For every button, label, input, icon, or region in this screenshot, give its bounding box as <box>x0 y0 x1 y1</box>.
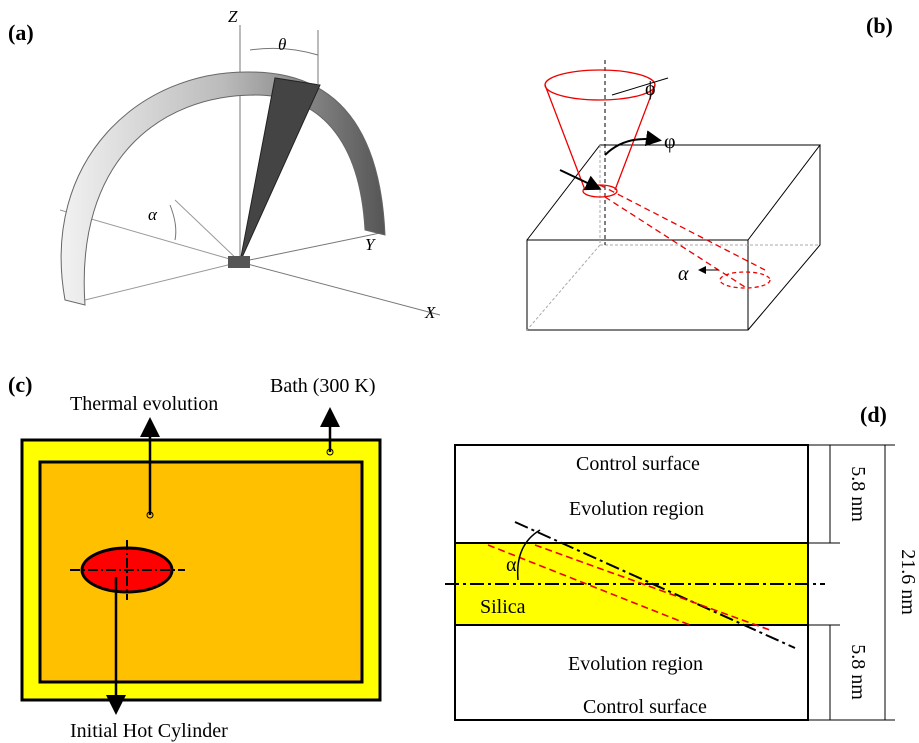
alpha-arc <box>170 205 176 240</box>
dimension-label: 5.8 nm <box>847 644 869 700</box>
panel-label: (d) <box>860 402 887 427</box>
panel-label: (c) <box>8 372 32 397</box>
axis-label: Y <box>365 235 376 254</box>
box-edges <box>527 145 820 330</box>
region-label: Evolution region <box>569 498 704 520</box>
dimension-label: 21.6 nm <box>897 549 919 615</box>
axis-label: X <box>424 303 436 322</box>
region-label: Silica <box>480 596 526 618</box>
angle-label: α <box>678 263 689 285</box>
arch <box>61 72 385 305</box>
cone-sides <box>545 85 655 190</box>
angle-label: ϕ <box>645 78 656 100</box>
panel-c: (c) Thermal evolution Bath (300 K) Initi… <box>8 372 380 742</box>
figure: (a) Z θ α Y X (b) ϕ φ α (c) <box>0 0 919 743</box>
panel-d: (d) Control surface Evolution region α S… <box>445 402 919 720</box>
sample <box>228 256 250 268</box>
region-label: Control surface <box>583 696 707 718</box>
cone-top <box>545 70 655 100</box>
y-axis <box>240 232 385 262</box>
beam-end <box>720 272 770 288</box>
region-label: Control surface <box>576 453 700 475</box>
x-axis <box>240 262 440 315</box>
panel-label: (a) <box>8 20 34 45</box>
panel-label: (b) <box>866 13 893 38</box>
phi-line <box>612 78 668 95</box>
annotation: Initial Hot Cylinder <box>70 720 228 742</box>
cone <box>240 78 320 262</box>
annotation: Bath (300 K) <box>270 375 376 397</box>
dimension-label: 5.8 nm <box>847 466 869 522</box>
axis-label: Z <box>228 7 238 26</box>
region-label: Evolution region <box>568 653 703 675</box>
angle-label: φ <box>664 131 676 153</box>
angle-label: α <box>148 205 158 224</box>
angle-label: α <box>506 554 517 576</box>
angle-label: θ <box>278 35 286 54</box>
panel-a: (a) Z θ α Y X <box>8 7 440 322</box>
box-front <box>527 240 748 330</box>
panel-b: (b) ϕ φ α <box>527 13 893 330</box>
annotation: Thermal evolution <box>70 393 218 415</box>
hidden-edges <box>527 145 820 330</box>
axis-line <box>85 262 240 300</box>
